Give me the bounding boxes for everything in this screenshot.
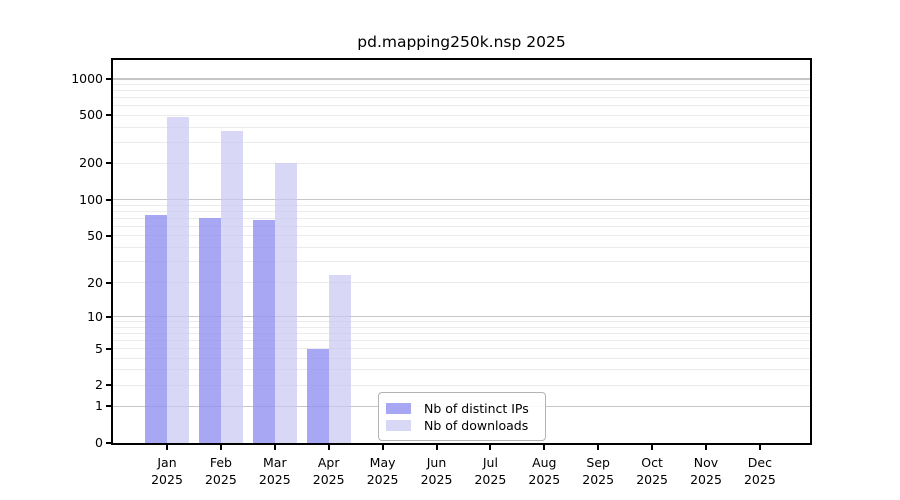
x-tick-mark-apr <box>327 445 330 450</box>
x-axis-tick-label-sep: Sep 2025 <box>582 455 615 487</box>
y-tick-mark-2 <box>106 384 111 387</box>
legend-label-distinct-ips: Nb of distinct IPs <box>424 400 529 416</box>
y-axis-tick-label-2: 2 <box>95 377 103 393</box>
y-axis-tick-label-50: 50 <box>87 227 103 243</box>
x-tick-mark-sep <box>597 445 600 450</box>
x-tick-mark-may <box>381 445 384 450</box>
gridline-minor-30 <box>113 261 810 263</box>
gridline-minor-800 <box>113 90 810 92</box>
y-axis-tick-label-100: 100 <box>79 191 103 207</box>
x-tick-mark-jun <box>435 445 438 450</box>
gridline-major-1000 <box>113 78 810 80</box>
bar-downloads-mar <box>274 163 297 443</box>
y-tick-mark-100 <box>106 198 111 201</box>
gridline-minor-5 <box>113 348 810 350</box>
legend-item-distinct-ips: Nb of distinct IPs <box>386 400 537 416</box>
x-axis-tick-label-aug: Aug 2025 <box>528 455 561 487</box>
plot-area: 0 1 2 5 10 20 50 100 200 500 1000 Jan 2025 Feb 2025 Mar… <box>71 58 812 487</box>
y-axis-tick-label-200: 200 <box>79 155 103 171</box>
y-axis-tick-label-500: 500 <box>79 107 103 123</box>
x-tick-mark-aug <box>543 445 546 450</box>
gridline-minor-900 <box>113 83 810 85</box>
gridline-minor-60 <box>113 225 810 227</box>
gridline-minor-300 <box>113 141 810 143</box>
x-tick-mark-oct <box>651 445 654 450</box>
gridline-minor-500 <box>113 114 810 116</box>
x-tick-mark-jul <box>489 445 492 450</box>
gridline-minor-50 <box>113 235 810 237</box>
legend-swatch-distinct-ips <box>386 402 411 414</box>
gridline-minor-9 <box>113 321 810 323</box>
x-axis-tick-label-may: May 2025 <box>366 455 399 487</box>
gridline-minor-3 <box>113 369 810 371</box>
gridline-minor-40 <box>113 246 810 248</box>
y-tick-mark-50 <box>106 234 111 237</box>
y-tick-mark-20 <box>106 281 111 284</box>
gridline-minor-90 <box>113 204 810 206</box>
grid-layer <box>113 60 810 443</box>
gridline-minor-6 <box>113 339 810 341</box>
y-axis-tick-label-1000: 1000 <box>71 70 103 86</box>
bar-downloads-feb <box>220 131 243 443</box>
gridline-minor-200 <box>113 162 810 164</box>
legend: Nb of distinct IPs Nb of downloads <box>378 392 546 441</box>
y-tick-mark-500 <box>106 114 111 117</box>
x-axis-tick-label-jan: Jan 2025 <box>151 455 183 487</box>
bar-distinct-ips-feb <box>198 218 221 443</box>
x-axis-tick-label-jun: Jun 2025 <box>420 455 453 487</box>
bar-distinct-ips-jan <box>145 214 167 443</box>
gridline-major-10 <box>113 315 810 318</box>
gridline-minor-70 <box>113 217 810 219</box>
legend-label-downloads: Nb of downloads <box>424 417 529 433</box>
y-tick-mark-1 <box>106 405 111 408</box>
gridline-minor-2 <box>113 384 810 386</box>
y-tick-mark-10 <box>106 315 111 318</box>
x-axis-tick-label-feb: Feb 2025 <box>204 455 237 487</box>
gridline-minor-8 <box>113 326 810 328</box>
y-axis-tick-label-5: 5 <box>95 340 103 356</box>
x-axis-tick-label-apr: Apr 2025 <box>312 455 345 487</box>
gridline-minor-80 <box>113 210 810 212</box>
ticks-layer: 0 1 2 5 10 20 50 100 200 500 1000 Jan 2025 Feb 2025 Mar… <box>71 60 810 487</box>
gridline-minor-400 <box>113 126 810 128</box>
gridline-major-100 <box>113 198 810 201</box>
legend-swatch-downloads <box>386 419 411 431</box>
y-axis-tick-label-20: 20 <box>87 274 103 290</box>
y-tick-mark-1000 <box>106 77 111 80</box>
x-axis-tick-label-dec: Dec 2025 <box>743 455 776 487</box>
gridline-minor-4 <box>113 357 810 359</box>
y-axis-tick-label-0: 0 <box>95 435 103 450</box>
y-axis-tick-label-1: 1 <box>95 398 103 414</box>
bars-layer <box>113 60 810 443</box>
x-axis-tick-label-oct: Oct 2025 <box>636 455 668 487</box>
x-tick-mark-feb <box>219 445 222 450</box>
x-tick-mark-dec <box>758 445 761 450</box>
legend-item-downloads: Nb of downloads <box>386 417 537 433</box>
x-tick-mark-jan <box>166 445 168 450</box>
y-tick-mark-0 <box>106 442 111 444</box>
x-tick-mark-mar <box>273 445 276 450</box>
x-tick-mark-nov <box>705 445 707 450</box>
gridline-minor-700 <box>113 97 810 99</box>
gridline-minor-20 <box>113 282 810 284</box>
bar-distinct-ips-apr <box>306 348 329 443</box>
x-axis-tick-label-mar: Mar 2025 <box>258 455 291 487</box>
x-axis-tick-label-nov: Nov 2025 <box>690 455 722 487</box>
bar-downloads-apr <box>328 275 351 443</box>
y-axis-tick-label-10: 10 <box>87 308 103 324</box>
gridline-minor-600 <box>113 105 810 107</box>
x-axis-tick-label-jul: Jul 2025 <box>474 455 507 487</box>
bar-distinct-ips-mar <box>252 219 275 443</box>
y-tick-mark-200 <box>106 162 111 165</box>
y-tick-mark-5 <box>106 347 111 350</box>
chart-title: pd.mapping250k.nsp 2025 <box>357 33 566 51</box>
bar-downloads-jan <box>167 117 189 443</box>
gridline-minor-7 <box>113 332 810 334</box>
